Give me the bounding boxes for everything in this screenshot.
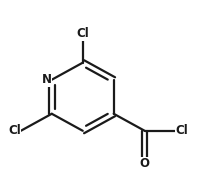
Text: Cl: Cl <box>176 124 188 137</box>
Text: O: O <box>140 157 150 170</box>
Text: Cl: Cl <box>76 27 89 40</box>
Text: N: N <box>42 73 52 86</box>
Text: Cl: Cl <box>8 124 21 137</box>
